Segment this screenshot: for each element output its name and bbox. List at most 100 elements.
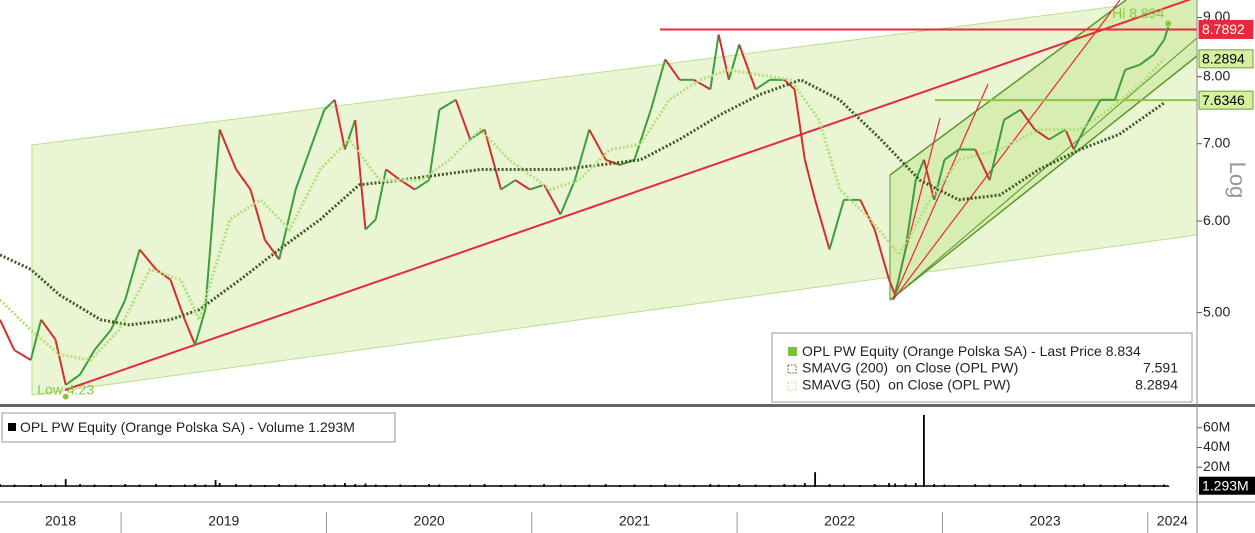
price-segment (727, 44, 741, 81)
price-segment (264, 239, 281, 260)
inner-channel (890, 0, 1197, 300)
value-box (1199, 476, 1255, 495)
extreme-label: Low 4.23 (37, 381, 94, 397)
price-segment (633, 109, 652, 161)
value-box (1198, 19, 1254, 39)
price-segment (183, 319, 196, 346)
price-segment (1048, 128, 1067, 141)
price-segment (438, 98, 457, 111)
legend-name: OPL PW Equity (Orange Polska SA) - Last … (802, 343, 1102, 359)
price-segment (888, 279, 897, 296)
x-tick-label: 2018 (45, 513, 76, 529)
legend-value: 1.293M (308, 419, 355, 435)
legend-entry: OPL PW Equity (Orange Polska SA) - Last … (802, 343, 1141, 359)
price-segment (194, 309, 207, 346)
price-segment (1163, 26, 1170, 41)
price-segment (974, 149, 991, 181)
price-segment (29, 319, 43, 361)
price-segment (1034, 128, 1050, 141)
price-segment (933, 159, 946, 201)
x-tick-label: 2023 (1029, 513, 1060, 529)
price-segment (428, 109, 441, 181)
legend-value: 7.591 (1143, 360, 1178, 376)
price-segment (169, 279, 186, 321)
legend-entry: OPL PW Equity (Orange Polska SA) - Volum… (20, 419, 355, 435)
price-segment (1124, 63, 1140, 71)
channel-line (889, 55, 1198, 301)
value-box (1198, 90, 1254, 110)
x-tick-label: 2021 (619, 513, 650, 529)
price-segment (803, 159, 817, 201)
price-segment (374, 169, 387, 220)
price-segment (559, 179, 576, 215)
price-segment (204, 180, 217, 310)
price-segment (543, 184, 562, 215)
price-segment (988, 119, 1005, 181)
legend-swatch (787, 381, 797, 391)
moving-average (0, 78, 1165, 327)
price-segment (235, 168, 252, 191)
x-tick-label: 2024 (1157, 513, 1188, 529)
legend-swatch (8, 423, 16, 431)
price-segment (1003, 108, 1021, 121)
y-tick-label: 40M (1203, 438, 1230, 454)
price-segment (619, 158, 635, 166)
price-segment (13, 349, 32, 361)
price-segment (1153, 39, 1165, 56)
legend-value: 8.2894 (1135, 377, 1178, 393)
price-segment (214, 129, 221, 181)
volume-bar (923, 414, 925, 487)
price-segment (385, 168, 401, 181)
legend-name: SMAVG (50) on Close (OPL PW) (802, 377, 1011, 393)
panel-divider (0, 404, 1255, 407)
price-segment (793, 89, 806, 160)
y-tick-label: 7.00 (1203, 134, 1230, 150)
price-segment (65, 373, 81, 386)
price-segment (709, 34, 720, 90)
value-box (1198, 49, 1254, 69)
price-segment (1113, 69, 1127, 101)
price-segment (323, 99, 336, 111)
legend: OPL PW Equity (Orange Polska SA) - Last … (771, 332, 1193, 403)
y-tick-label: 6.00 (1203, 212, 1230, 228)
price-segment (93, 329, 112, 351)
extreme-point (1165, 20, 1172, 27)
price-segment (717, 34, 730, 81)
price-segment (894, 249, 907, 296)
price-segment (738, 44, 757, 90)
price-segment (1083, 99, 1102, 131)
legend-name: SMAVG (200) on Close (OPL PW) (802, 360, 1018, 376)
price-segment (573, 129, 591, 181)
y-axis-label: Log (1225, 162, 1250, 199)
extreme-point (62, 393, 69, 400)
y-tick-label: 20M (1203, 458, 1230, 474)
price-segment (873, 229, 890, 280)
legend: OPL PW Equity (Orange Polska SA) - Volum… (1, 412, 396, 443)
value-box-label: 7.6346 (1202, 92, 1245, 108)
price-segment (1064, 129, 1075, 150)
volume-bar (814, 472, 817, 487)
volume-bar (344, 483, 346, 487)
price-segment (529, 183, 545, 191)
price-segment (343, 119, 357, 150)
price-segment (664, 58, 681, 81)
price-segment (414, 179, 430, 191)
price-segment (138, 248, 157, 271)
price-segment (828, 199, 845, 250)
trend-line (64, 0, 1192, 391)
volume-bar (218, 483, 221, 487)
price-segment (783, 79, 796, 91)
volume-bar (64, 479, 67, 487)
price-segment (500, 179, 516, 191)
price-segment (333, 99, 346, 150)
legend-name: OPL PW Equity (Orange Polska SA) - Volum… (20, 419, 304, 435)
price-segment (814, 199, 831, 250)
price-segment (354, 119, 367, 230)
fan-line (892, 0, 1121, 301)
volume-bar (914, 483, 917, 487)
y-tick-label: 60M (1203, 418, 1230, 434)
price-segment (249, 189, 266, 241)
legend-swatch (788, 347, 797, 356)
value-box-label: 1.293M (1202, 477, 1249, 493)
